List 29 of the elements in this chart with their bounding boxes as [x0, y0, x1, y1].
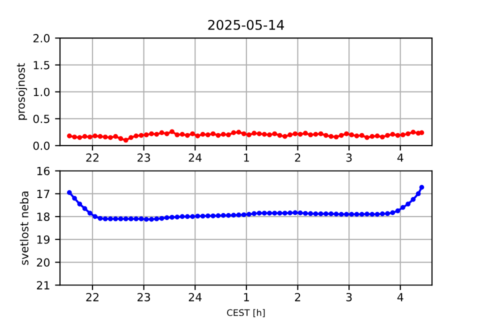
y-tick-label: 0.5 — [33, 114, 50, 124]
x-tick-label: 1 — [244, 154, 249, 162]
y-tick-label: 2.0 — [33, 34, 50, 42]
y-tick-label: 19 — [37, 235, 50, 244]
x-tick-label: 24 — [188, 153, 202, 162]
x-tick-label: 1 — [244, 293, 249, 302]
x-tick-label: 3 — [346, 292, 352, 302]
y-tick-label: 20 — [36, 258, 50, 267]
x-tick-label: 22 — [86, 153, 98, 162]
y-tick-label: 21 — [36, 281, 50, 290]
y-tick-label: 0.0 — [33, 142, 50, 150]
x-axis-title: CEST [h] — [227, 309, 265, 318]
y-tick-label: 17 — [37, 190, 50, 198]
x-tick-label: 23 — [138, 153, 150, 162]
x-tick-label: 22 — [86, 292, 98, 302]
x-tick-label: 4 — [397, 154, 404, 162]
x-tick-label: 2 — [295, 292, 300, 302]
x-tick-label: 2 — [295, 153, 300, 162]
x-tick-label: 24 — [188, 292, 202, 302]
y-axis-title: prosojnost — [16, 63, 28, 120]
x-tick-label: 4 — [397, 293, 404, 302]
x-tick-label: 23 — [138, 292, 150, 302]
y-tick-label: 16 — [37, 166, 50, 176]
y-tick-label: 1.5 — [34, 61, 50, 70]
y-tick-label: 18 — [37, 212, 50, 221]
x-tick-label: 3 — [346, 153, 352, 162]
y-tick-label: 1.0 — [34, 88, 50, 96]
y-axis-title: svetlost neba — [20, 192, 28, 265]
chart-title: 2025-05-14 — [208, 20, 284, 30]
